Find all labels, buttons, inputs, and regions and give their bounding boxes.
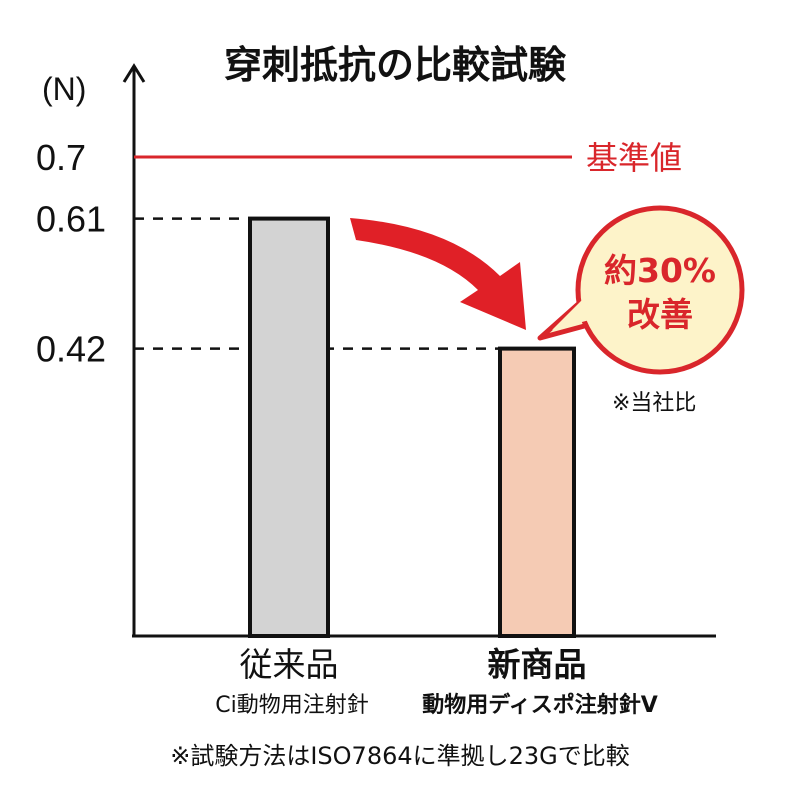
y-tick-label: 0.7 bbox=[36, 137, 86, 178]
decrease-arrow-icon bbox=[350, 218, 526, 330]
badge-bubble-join bbox=[552, 286, 612, 330]
y-tick-label: 0.61 bbox=[36, 199, 106, 240]
test-method-footnote: ※試験方法はISO7864に準拠し23Gで比較 bbox=[170, 742, 630, 770]
product-label-conventional: Ci動物用注射針 bbox=[215, 693, 368, 718]
improvement-badge: 約30% 改善 bbox=[537, 205, 745, 375]
badge-line-1: 約30% bbox=[604, 251, 716, 290]
y-tick-label: 0.42 bbox=[36, 329, 106, 370]
category-label-conventional: 従来品 bbox=[240, 645, 339, 684]
badge-circle bbox=[575, 205, 745, 375]
product-label-new: 動物用ディスポ注射針V bbox=[422, 692, 658, 718]
badge-line-2: 改善 bbox=[627, 295, 693, 334]
chart-title: 穿刺抵抗の比較試験 bbox=[224, 43, 567, 87]
bar-new-product bbox=[498, 346, 576, 638]
bar-conventional bbox=[248, 216, 330, 638]
category-label-new: 新商品 bbox=[488, 645, 587, 684]
comparison-note: ※当社比 bbox=[612, 391, 696, 416]
reference-line-label: 基準値 bbox=[586, 139, 682, 177]
y-axis-unit-label: (N) bbox=[42, 71, 86, 107]
y-axis-arrow-icon bbox=[122, 63, 146, 83]
